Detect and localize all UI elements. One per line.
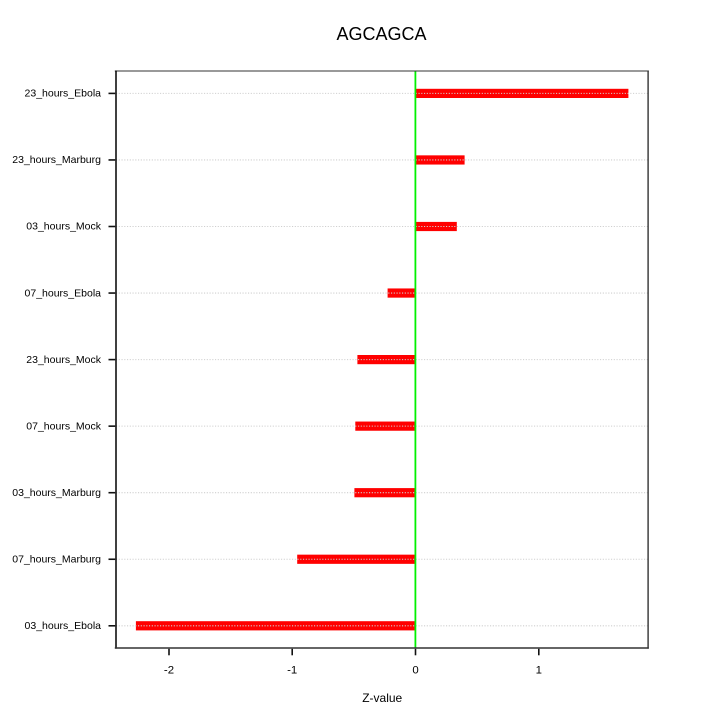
svg-text:1: 1 bbox=[536, 665, 542, 677]
svg-text:23_hours_Marburg: 23_hours_Marburg bbox=[12, 154, 101, 166]
svg-text:0: 0 bbox=[412, 665, 418, 677]
svg-text:03_hours_Ebola: 03_hours_Ebola bbox=[25, 620, 102, 632]
svg-text:23_hours_Ebola: 23_hours_Ebola bbox=[25, 88, 102, 100]
svg-text:-1: -1 bbox=[287, 665, 297, 677]
svg-text:07_hours_Ebola: 07_hours_Ebola bbox=[25, 287, 102, 299]
svg-text:Z-value: Z-value bbox=[362, 691, 402, 705]
svg-text:03_hours_Mock: 03_hours_Mock bbox=[26, 221, 101, 233]
svg-text:AGCAGCA: AGCAGCA bbox=[336, 24, 426, 44]
svg-text:03_hours_Marburg: 03_hours_Marburg bbox=[12, 487, 101, 499]
svg-text:-2: -2 bbox=[164, 665, 174, 677]
svg-text:23_hours_Mock: 23_hours_Mock bbox=[26, 354, 101, 366]
svg-text:07_hours_Mock: 07_hours_Mock bbox=[26, 420, 101, 432]
svg-text:07_hours_Marburg: 07_hours_Marburg bbox=[12, 554, 101, 566]
